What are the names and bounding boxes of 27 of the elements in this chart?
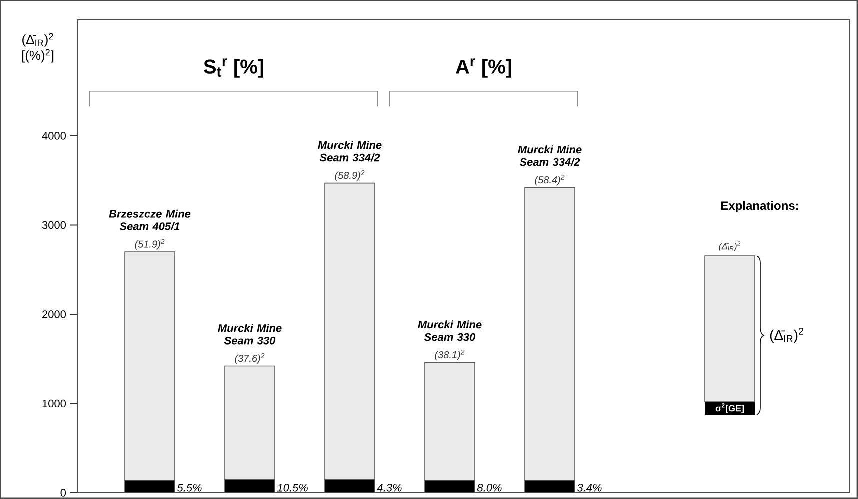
data-label: (51.9)$^{2}$ — [135, 239, 165, 250]
y-tick-label: 4000 — [42, 132, 66, 140]
x-tick-label: Brzeszcze Mine Seam 405/1 — [109, 210, 191, 231]
y-tick-label: 1000 — [42, 400, 66, 408]
data-label: (58.4)$^{2}$ — [535, 175, 565, 186]
y-tick-label: 0 — [60, 489, 66, 497]
y-tick-label: 2000 — [42, 310, 66, 318]
data-label: (38.1)$^{2}$ — [435, 350, 465, 360]
text: σ$^{2}$[GE] — [716, 404, 744, 414]
x-tick-label: Murcki Mine Seam 330 — [418, 320, 482, 342]
text: (Δ̄$_{IR}$)$^{2}$ [(%)$^{2}$] — [22, 33, 54, 63]
data-label: (58.9)$^{2}$ — [335, 170, 365, 182]
text: (Δ̄$_{IR}$)$^{2}$ — [719, 242, 741, 252]
text: (Δ̄$_{IR}$)$^{2}$ — [770, 328, 804, 343]
annotation: 8.0% — [477, 484, 502, 492]
annotation: 3.4% — [577, 484, 602, 492]
x-tick-label: Murcki Mine Seam 330 — [218, 324, 282, 345]
y-tick-label: 3000 — [42, 221, 66, 230]
x-tick-label: Murcki Mine Seam 334/2 — [318, 141, 382, 162]
x-tick-label: Murcki Mine Seam 334/2 — [518, 146, 582, 166]
annotation: S$_{t}$$^{r}$ [%] — [204, 58, 264, 78]
annotation: 4.3% — [377, 484, 402, 492]
legend-title: Explanations: — [721, 201, 798, 212]
annotation: A$^{r}$ [%] — [456, 58, 512, 78]
annotation: 10.5% — [277, 484, 308, 492]
data-label: (37.6)$^{2}$ — [235, 353, 265, 364]
annotation: 5.5% — [177, 484, 202, 492]
